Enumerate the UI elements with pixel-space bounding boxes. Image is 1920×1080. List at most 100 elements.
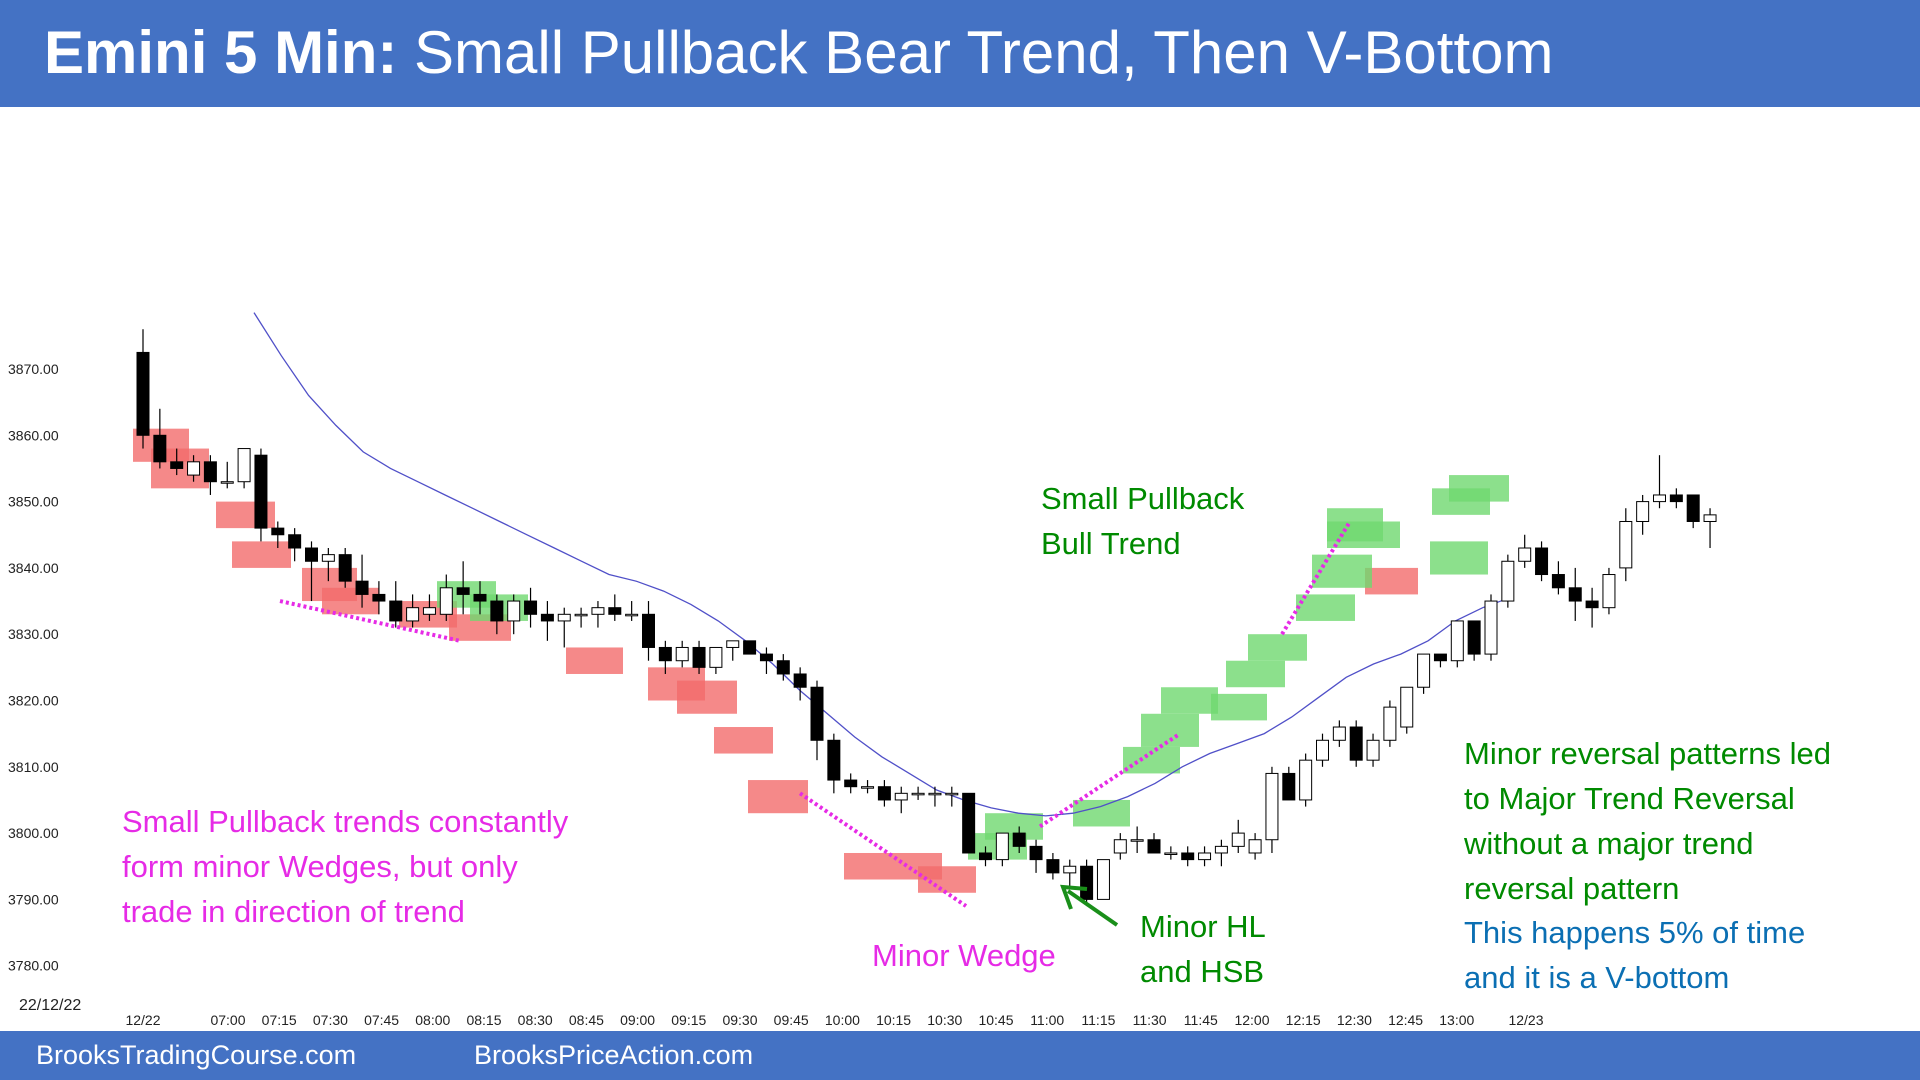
- candle-body: [1231, 832, 1245, 847]
- bear-candle: [1282, 766, 1296, 801]
- candle-body: [1332, 726, 1346, 741]
- footer-link-course[interactable]: BrooksTradingCourse.com: [36, 1040, 357, 1070]
- bear-candle: [355, 554, 369, 608]
- y-tick-label: 3850.00: [8, 494, 59, 510]
- candle-body: [877, 786, 891, 801]
- annotation-reversal: Minor reversal patterns led to Major Tre…: [1464, 736, 1831, 906]
- candle-body: [355, 580, 369, 595]
- candle-body: [1501, 560, 1515, 602]
- bull-candle: [1231, 819, 1245, 853]
- bear-candle: [1147, 833, 1161, 854]
- candle-body: [203, 461, 217, 483]
- bear-candle: [170, 448, 184, 476]
- bear-candle: [1669, 488, 1683, 509]
- bear-candle: [692, 640, 706, 674]
- bear-candle: [540, 601, 554, 641]
- x-tick-label: 07:30: [313, 1012, 348, 1028]
- bear-candle: [962, 792, 976, 854]
- bull-candle: [861, 780, 875, 794]
- x-tick-label: 10:30: [927, 1012, 962, 1028]
- title-bold: Emini 5 Min:: [44, 19, 398, 86]
- candle-body: [1265, 772, 1279, 841]
- footer-link-priceaction[interactable]: BrooksPriceAction.com: [474, 1040, 754, 1070]
- candle-body: [1669, 494, 1683, 503]
- x-tick-label: 13:00: [1439, 1012, 1474, 1028]
- y-tick-label: 3790.00: [8, 891, 59, 907]
- bull-bar-highlight: [1141, 713, 1199, 747]
- candle-body: [827, 739, 841, 781]
- candle-body: [1248, 839, 1262, 854]
- title-rest: Small Pullback Bear Trend, Then V-Bottom: [397, 19, 1554, 86]
- bull-candle: [1653, 455, 1666, 509]
- bull-bar-highlight: [1161, 687, 1218, 714]
- candle-body: [911, 792, 925, 796]
- bull-candle: [1636, 494, 1650, 535]
- x-tick-label: 12/23: [1508, 1012, 1543, 1028]
- bear-candle: [1012, 826, 1026, 853]
- bull-candle: [1063, 859, 1077, 887]
- bull-bar-highlight: [1248, 634, 1307, 661]
- bear-candle: [1046, 852, 1060, 880]
- candle-body: [557, 613, 571, 622]
- x-tick-label: 10:15: [876, 1012, 911, 1028]
- candle-body: [406, 607, 420, 622]
- candle-body: [1164, 852, 1178, 855]
- candlestick-chart: 3870.00 3860.00 3850.00 3840.00 3830.00 3820.…: [8, 312, 1717, 1028]
- candle-body: [1653, 494, 1666, 503]
- bear-candle: [389, 581, 403, 628]
- candle-body: [1568, 587, 1582, 602]
- bear-candle: [524, 587, 538, 628]
- candle-body: [490, 600, 504, 622]
- candle-body: [1602, 574, 1616, 609]
- moving-average: [253, 312, 1511, 817]
- candle-body: [861, 786, 875, 789]
- bull-candle: [928, 786, 942, 807]
- candle-body: [321, 554, 335, 562]
- x-tick-label: 12:30: [1337, 1012, 1372, 1028]
- candle-body: [1316, 739, 1329, 761]
- candle-body: [793, 673, 807, 688]
- x-tick-label: 11:00: [1030, 1012, 1064, 1028]
- title-bar: Emini 5 Min: Small Pullback Bear Trend, …: [0, 0, 1920, 107]
- x-tick-label: 07:45: [364, 1012, 399, 1028]
- bear-bar-highlight: [748, 780, 808, 814]
- bull-candle: [1703, 508, 1717, 549]
- bull-candle: [1164, 846, 1178, 860]
- bear-candle: [473, 581, 487, 615]
- bear-candle: [979, 846, 992, 867]
- annotation-v-bottom: This happens 5% of time and it is a V-bo…: [1464, 915, 1806, 995]
- ema-line: [253, 312, 1511, 817]
- bull-bar-highlight: [1226, 660, 1285, 688]
- bear-candle: [153, 408, 167, 469]
- bull-candle: [321, 548, 335, 582]
- arrow-shaft: [1066, 889, 1119, 927]
- bull-candle: [1518, 534, 1532, 568]
- bull-candle: [237, 448, 251, 489]
- y-tick-label: 3800.00: [8, 825, 59, 841]
- candle-body: [1130, 839, 1144, 842]
- candle-body: [338, 554, 352, 582]
- bear-bar-highlight: [566, 647, 623, 674]
- bear-candle: [844, 773, 858, 794]
- x-tick-label: 07:15: [262, 1012, 297, 1028]
- bear-candle: [776, 654, 790, 681]
- bull-bar-highlight: [1073, 799, 1130, 827]
- bear-candle: [793, 667, 807, 701]
- bull-candle: [1248, 833, 1262, 860]
- x-tick-label: 08:15: [466, 1012, 501, 1028]
- candle-body: [692, 646, 706, 668]
- y-axis: 3870.00 3860.00 3850.00 3840.00 3830.00 3820.…: [8, 361, 59, 974]
- candle-body: [844, 779, 858, 788]
- bear-candle: [1349, 720, 1363, 767]
- bull-candle: [911, 786, 925, 800]
- candle-body: [439, 587, 453, 615]
- bear-candle: [1568, 567, 1582, 621]
- bear-bar-highlight: [677, 680, 737, 714]
- candle-body: [1113, 839, 1127, 854]
- bull-bar-highlight: [1430, 541, 1488, 575]
- bull-candle: [406, 594, 420, 628]
- y-tick-label: 3860.00: [8, 427, 59, 443]
- candle-body: [1433, 653, 1447, 662]
- candle-body: [288, 534, 302, 549]
- bull-candle: [557, 607, 571, 648]
